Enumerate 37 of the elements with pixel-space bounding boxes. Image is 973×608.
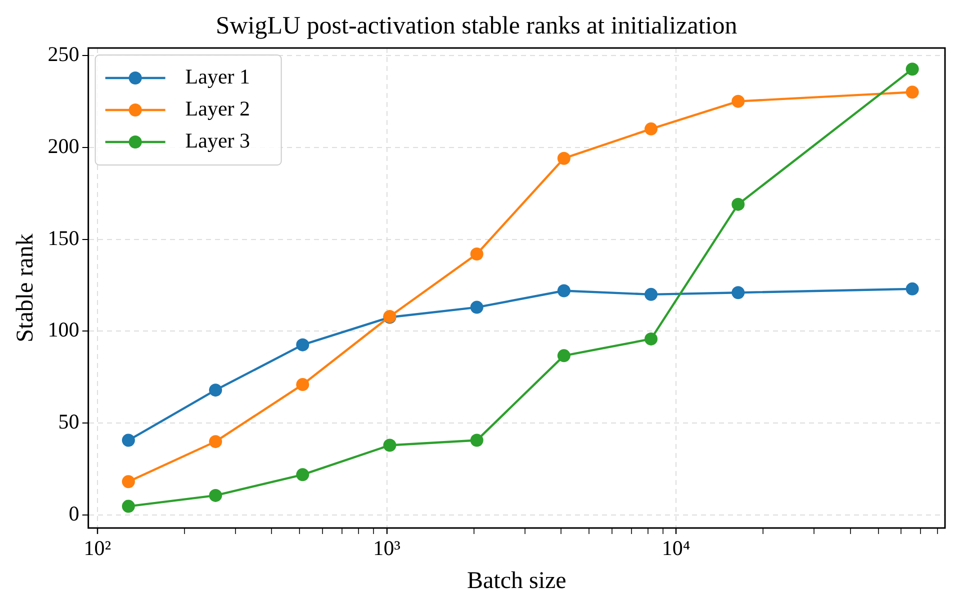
x-tick-label: 10⁴ [662, 536, 690, 560]
y-tick-label: 0 [68, 502, 80, 526]
point [470, 300, 484, 314]
point [209, 435, 222, 448]
x-tick-label: 10² [84, 536, 112, 560]
point [732, 198, 745, 211]
point [296, 378, 310, 392]
chart-title: SwigLU post-activation stable ranks at initialization [216, 12, 738, 40]
y-tick-label: 150 [48, 226, 80, 250]
legend-label: Layer 2 [185, 96, 250, 121]
point [296, 468, 310, 482]
point [557, 284, 570, 298]
y-tick-label: 100 [48, 318, 80, 342]
point [557, 152, 570, 165]
point [470, 247, 484, 260]
point [122, 475, 135, 488]
point [732, 286, 745, 300]
x-axis-title: Batch size [467, 568, 566, 594]
point [644, 288, 658, 301]
y-tick-label: 50 [58, 410, 80, 434]
legend-label: Layer 1 [185, 64, 250, 89]
point [383, 438, 396, 452]
point [209, 384, 222, 397]
point [209, 488, 222, 502]
y-tick-label: 250 [48, 42, 80, 66]
y-axis-title: Stable rank [12, 234, 39, 342]
point [296, 338, 310, 352]
x-tick-label: 10³ [373, 536, 400, 560]
point [644, 332, 658, 346]
point [470, 434, 484, 447]
point [122, 500, 135, 513]
legend-label: Layer 3 [185, 128, 250, 153]
point [557, 349, 570, 362]
point [644, 122, 658, 136]
point [732, 94, 745, 108]
point [122, 434, 135, 447]
y-tick-label: 200 [48, 134, 80, 158]
